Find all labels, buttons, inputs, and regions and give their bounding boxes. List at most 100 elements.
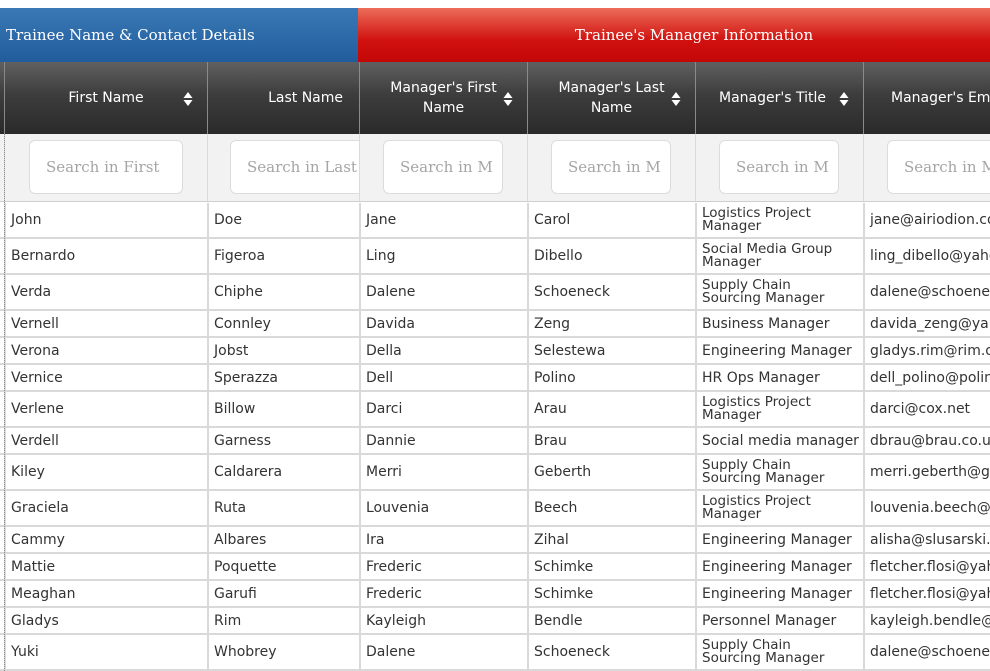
table-row[interactable]: Verona Jobst Della Selestewa Engineering Man… — [0, 338, 990, 365]
cell-text: Carol — [534, 212, 571, 228]
cell-text: Social Media Group Manager — [702, 241, 833, 270]
cell-first-name: Verda — [4, 275, 207, 309]
search-input-manager-title[interactable] — [719, 140, 839, 194]
cell-text: Figeroa — [214, 248, 266, 264]
cell-manager-email: merri.geberth@geb — [863, 455, 990, 489]
search-input-last-name[interactable] — [230, 140, 359, 194]
cell-first-name: Vernice — [4, 365, 207, 390]
table-row[interactable]: Graciela Ruta Louvenia Beech Logistics Proje… — [0, 491, 990, 527]
cell-last-name: Garness — [207, 428, 359, 453]
table-row[interactable]: Vernell Connley Davida Zeng Business Manager… — [0, 311, 990, 338]
cell-text: Chiphe — [214, 284, 263, 300]
column-header-last-name[interactable]: Last Name — [207, 62, 359, 134]
cell-text: Caldarera — [214, 464, 283, 480]
table-row[interactable]: Yuki Whobrey Dalene Schoeneck Supply Chain S… — [0, 635, 990, 671]
cell-manager-first-name: Frederic — [359, 581, 527, 606]
cell-manager-first-name: Louvenia — [359, 491, 527, 525]
cell-text: dbrau@brau.co.uk — [870, 432, 990, 449]
cell-text: Doe — [214, 212, 242, 228]
search-input-first-name[interactable] — [29, 140, 183, 194]
search-input-manager-first-name[interactable] — [383, 140, 503, 194]
cell-manager-title: Social Media Group Manager — [695, 239, 863, 273]
cell-text: Dannie — [366, 432, 416, 449]
cell-text: Gladys — [11, 612, 59, 629]
table-row[interactable]: Bernardo Figeroa Ling Dibello Social Media G… — [0, 239, 990, 275]
cell-manager-last-name: Brau — [527, 428, 695, 453]
cell-text: davida_zeng@yaho — [870, 315, 990, 332]
cell-manager-title: Business Manager — [695, 311, 863, 336]
table-row[interactable]: Cammy Albares Ira Zihal Engineering Manager a… — [0, 527, 990, 554]
frozen-column-divider — [0, 62, 5, 671]
cell-text: dell_polino@polino. — [870, 369, 990, 386]
column-header-manager-title[interactable]: Manager's Title — [695, 62, 863, 134]
table-row[interactable]: Gladys Rim Kayleigh Bendle Personnel Manager… — [0, 608, 990, 635]
cell-last-name: Doe — [207, 203, 359, 237]
cell-manager-email: fletcher.flosi@yaho — [863, 581, 990, 606]
cell-text: Supply Chain Sourcing Manager — [702, 637, 825, 666]
cell-manager-first-name: Della — [359, 338, 527, 363]
sort-icon[interactable] — [183, 91, 193, 107]
cell-first-name: Verona — [4, 338, 207, 363]
table-row[interactable]: Kiley Caldarera Merri Geberth Supply Chain S… — [0, 455, 990, 491]
cell-manager-email: jane@airiodion.com — [863, 203, 990, 237]
table-row[interactable]: Vernice Sperazza Dell Polino HR Ops Manager d… — [0, 365, 990, 392]
cell-text: Verda — [11, 284, 52, 300]
cell-first-name: Cammy — [4, 527, 207, 552]
cell-last-name: Figeroa — [207, 239, 359, 273]
table-row[interactable]: Verdell Garness Dannie Brau Social media man… — [0, 428, 990, 455]
table-row[interactable]: Verda Chiphe Dalene Schoeneck Supply Chain S… — [0, 275, 990, 311]
search-input-manager-email[interactable] — [887, 140, 990, 194]
cell-last-name: Albares — [207, 527, 359, 552]
sort-icon[interactable] — [671, 91, 681, 107]
cell-last-name: Whobrey — [207, 635, 359, 669]
cell-text: Zihal — [534, 531, 569, 548]
cell-text: jane@airiodion.com — [870, 212, 990, 228]
cell-text: Albares — [214, 531, 267, 548]
cell-text: HR Ops Manager — [702, 369, 820, 386]
cell-text: Arau — [534, 401, 567, 417]
cell-text: Jobst — [214, 342, 249, 359]
cell-manager-first-name: Ira — [359, 527, 527, 552]
cell-manager-last-name: Bendle — [527, 608, 695, 633]
cell-text: Poquette — [214, 558, 277, 575]
cell-text: Dalene — [366, 284, 416, 300]
column-header-first-name[interactable]: First Name — [4, 62, 207, 134]
cell-text: Schoeneck — [534, 284, 610, 300]
column-header-manager-first-name[interactable]: Manager's First Name — [359, 62, 527, 134]
cell-text: Personnel Manager — [702, 612, 837, 629]
cell-text: Logistics Project Manager — [702, 493, 811, 522]
cell-text: Frederic — [366, 585, 422, 602]
cell-text: Rim — [214, 612, 242, 629]
sort-icon[interactable] — [839, 91, 849, 107]
cell-last-name: Caldarera — [207, 455, 359, 489]
cell-text: fletcher.flosi@yaho — [870, 558, 990, 575]
cell-text: Frederic — [366, 558, 422, 575]
search-input-manager-last-name[interactable] — [551, 140, 671, 194]
column-header-manager-last-name[interactable]: Manager's Last Name — [527, 62, 695, 134]
cell-manager-last-name: Beech — [527, 491, 695, 525]
column-header-label: Manager's Ema — [891, 90, 990, 106]
table-row[interactable]: Verlene Billow Darci Arau Logistics Project … — [0, 392, 990, 428]
cell-text: Logistics Project Manager — [702, 394, 811, 423]
cell-last-name: Connley — [207, 311, 359, 336]
cell-text: Yuki — [11, 644, 39, 660]
cell-text: Bendle — [534, 612, 583, 629]
cell-manager-title: Logistics Project Manager — [695, 392, 863, 426]
column-header-manager-email[interactable]: Manager's Ema — [863, 62, 990, 134]
cell-text: Connley — [214, 315, 271, 332]
cell-manager-email: dalene@schoeneck — [863, 275, 990, 309]
cell-manager-title: Supply Chain Sourcing Manager — [695, 635, 863, 669]
sort-icon[interactable] — [503, 91, 513, 107]
table-row[interactable]: Mattie Poquette Frederic Schimke Engineering… — [0, 554, 990, 581]
cell-manager-first-name: Jane — [359, 203, 527, 237]
cell-manager-email: kayleigh.bendle@be — [863, 608, 990, 633]
cell-manager-title: Social media manager — [695, 428, 863, 453]
filter-cell-manager-title — [695, 134, 863, 201]
cell-manager-email: alisha@slusarski.co — [863, 527, 990, 552]
cell-text: Geberth — [534, 464, 592, 480]
cell-manager-last-name: Zihal — [527, 527, 695, 552]
table-row[interactable]: Meaghan Garufi Frederic Schimke Engineering … — [0, 581, 990, 608]
table-row[interactable]: John Doe Jane Carol Logistics Project Manage… — [0, 203, 990, 239]
group-header-trainee: Trainee Name & Contact Details — [0, 8, 358, 62]
cell-manager-email: dbrau@brau.co.uk — [863, 428, 990, 453]
